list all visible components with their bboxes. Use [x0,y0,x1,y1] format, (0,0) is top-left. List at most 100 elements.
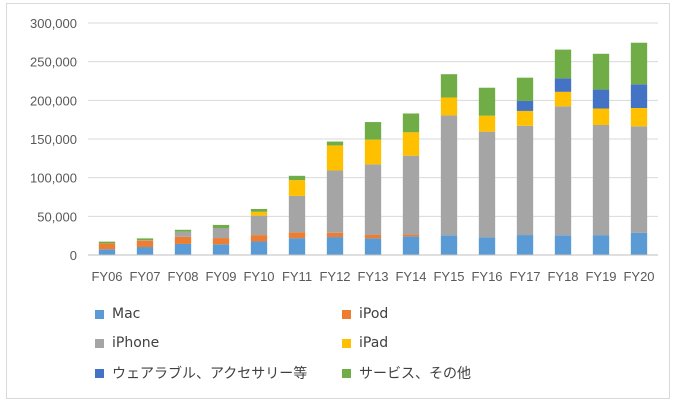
legend-swatch-wearables [95,368,104,378]
bar-segment [174,231,192,237]
legend-label-services: サービス、その他 [359,366,471,382]
bar-segment [516,77,534,101]
bar-segment [136,247,154,255]
x-axis-tick-labels: FY06 FY07 FY08 FY09 FY10 FY11 FY12 FY13 FY14 FY15… [91,269,654,284]
bar-segment [402,155,420,235]
bars [98,42,648,255]
legend-item-iphone: iPhone [95,333,159,353]
bar-segment [630,107,648,127]
y-tick-label: 0 [70,248,77,263]
bar-segment [250,235,268,242]
bar-segment [326,232,344,238]
x-tick-label: FY13 [357,269,388,284]
legend-item-services: サービス、その他 [342,363,471,383]
x-tick-label: FY10 [243,269,274,284]
bar-segment [554,78,572,92]
legend-label-ipod: iPod [359,306,389,322]
x-tick-label: FY08 [167,269,198,284]
bar-segment [174,229,192,232]
bar-segment [364,164,382,235]
bar-segment [364,122,382,140]
bar-segment [326,237,344,255]
bar-segment [478,115,496,132]
bar-segment [516,110,534,126]
bar-segment [630,126,648,233]
legend-swatch-mac [95,309,104,319]
legend-item-mac: Mac [95,304,140,324]
bar-segment [554,235,572,255]
x-tick-label: FY14 [395,269,426,284]
bar-segment [288,238,306,255]
bar-segment [98,249,116,255]
bar-segment [440,74,458,98]
bar-segment [174,243,192,255]
legend-item-wearables: ウェアラブル、アクセサリー等 [95,363,307,383]
bar-segment [326,170,344,233]
y-tick-label: 150,000 [30,132,77,147]
bar-segment [402,236,420,255]
legend: Mac iPod iPhone iPad ウェアラブル、アクセサリー等 サービス… [95,302,655,392]
bar-segment [250,241,268,255]
x-tick-label: FY12 [319,269,350,284]
legend-item-ipad: iPad [342,333,388,353]
x-tick-label: FY16 [471,269,502,284]
legend-item-ipod: iPod [342,304,388,324]
bar-segment [440,97,458,116]
legend-label-mac: Mac [112,306,141,322]
bar-segment [364,234,382,239]
bar-segment [440,115,458,236]
bar-segment [554,91,572,107]
bar-segment [516,100,534,111]
bar-segment [364,238,382,255]
bar-segment [212,244,230,255]
bar-segment [326,141,344,146]
bar-segment [630,232,648,255]
legend-swatch-ipod [342,309,351,319]
bar-segment [288,232,306,239]
x-tick-label: FY18 [547,269,578,284]
bar-segment [174,236,192,244]
bar-segment [136,238,154,241]
x-tick-label: FY17 [509,269,540,284]
bar-segment [478,87,496,116]
bar-segment [592,125,610,236]
bar-segment [592,89,610,109]
bar-segment [554,106,572,236]
bar-segment [592,108,610,126]
bar-segment [98,241,116,244]
bar-segment [478,237,496,255]
bar-segment [288,175,306,181]
bar-segment [630,42,648,85]
y-tick-label: 100,000 [30,171,77,186]
bar-segment [592,235,610,255]
y-tick-label: 250,000 [30,55,77,70]
bar-segment [326,145,344,171]
y-tick-label: 50,000 [37,209,77,224]
bar-segment [440,235,458,255]
x-tick-label: FY20 [623,269,654,284]
x-tick-label: FY06 [91,269,122,284]
bar-segment [402,132,420,156]
bar-segment [402,234,420,237]
bar-segment [212,224,230,229]
bar-segment [212,228,230,239]
bar-segment [516,235,534,255]
legend-label-iphone: iPhone [112,335,160,351]
x-tick-label: FY07 [129,269,160,284]
y-axis-tick-labels: 0 50,000 100,000 150,000 200,000 250,000 300,0… [30,16,77,263]
bar-segment [288,195,306,233]
bar-segment [288,180,306,196]
bar-segment [592,53,610,90]
bar-segment [250,215,268,236]
bar-segment [402,113,420,133]
legend-swatch-iphone [95,338,104,348]
bar-segment [98,243,116,250]
bar-segment [478,131,496,238]
bar-segment [136,240,154,248]
bar-segment [250,208,268,212]
x-tick-label: FY19 [585,269,616,284]
x-tick-label: FY15 [433,269,464,284]
bar-segment [250,211,268,216]
x-tick-label: FY09 [205,269,236,284]
x-tick-label: FY11 [282,269,312,284]
